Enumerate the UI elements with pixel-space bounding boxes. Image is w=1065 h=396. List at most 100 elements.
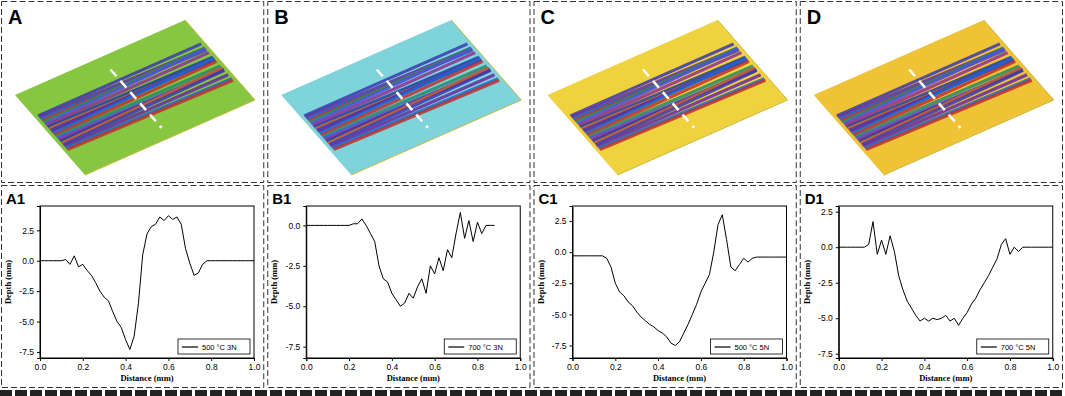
y-axis-line — [836, 207, 840, 359]
y-tick: -2.5 — [19, 286, 40, 296]
x-axis: 0.00.20.40.60.81.0 — [833, 358, 1059, 372]
y-tick: 0.0 — [555, 247, 573, 257]
wear-track-stripe — [332, 79, 498, 148]
x-tick-mark — [392, 358, 393, 361]
y-tick-mark — [37, 261, 40, 262]
x-tick-label: 0.4 — [386, 362, 398, 372]
y-tick-mark — [303, 225, 306, 226]
y-tick-label: -5.0 — [286, 301, 301, 311]
x-tick-label: 0.8 — [472, 362, 484, 372]
y-tick-mark — [303, 306, 306, 307]
y-axis-title: Depth (mm) — [3, 260, 13, 304]
x-tick-mark — [349, 358, 350, 361]
panel-border — [800, 186, 1062, 388]
y-tick: 2.5 — [821, 207, 839, 217]
wear-track-stripe — [63, 70, 224, 144]
y-tick-mark — [570, 221, 573, 222]
panel-label: A — [8, 6, 22, 28]
wear-track-stripe — [331, 75, 495, 147]
x-tick: 0.4 — [120, 358, 132, 372]
y-tick-mark — [303, 347, 306, 348]
legend-swatch — [715, 346, 731, 347]
legend-swatch — [182, 346, 198, 347]
wear-track-stripe — [863, 75, 1027, 147]
x-tick-label: 0.8 — [206, 362, 218, 372]
x-tick-label: 1.0 — [249, 362, 261, 372]
profile-line — [573, 215, 787, 346]
y-tick: -2.5 — [286, 261, 307, 271]
panel-label: D1 — [805, 190, 824, 207]
x-tick-mark — [126, 358, 127, 361]
x-tick-label: 0.6 — [429, 362, 441, 372]
legend: 500 °C 3N — [178, 339, 250, 354]
y-tick-mark — [37, 291, 40, 292]
wear-track-stripe — [862, 70, 1023, 144]
y-tick-label: -2.5 — [286, 261, 301, 271]
profile-line — [40, 216, 254, 350]
y-axis: -7.5-5.0-2.50.02.5 — [19, 207, 40, 359]
x-tick: 0.0 — [567, 358, 579, 372]
x-tick-mark — [254, 358, 255, 361]
x-tick-label: 0.2 — [876, 362, 888, 372]
y-tick-label: -2.5 — [552, 278, 567, 288]
panel-label: A1 — [6, 190, 25, 207]
y-tick-mark — [570, 314, 573, 315]
x-tick: 0.0 — [35, 358, 47, 372]
y-axis-line — [570, 207, 574, 359]
x-axis-title: Distance (mm) — [919, 373, 972, 383]
surface-plane — [15, 20, 255, 175]
plot-area — [40, 216, 254, 350]
plot-area — [306, 212, 494, 306]
x-tick-label: 0.0 — [833, 362, 845, 372]
y-tick-label: 0.0 — [821, 242, 833, 252]
x-tick-label: 0.4 — [653, 362, 665, 372]
x-tick-label: 1.0 — [1047, 362, 1059, 372]
panel-border — [268, 186, 530, 388]
x-tick: 0.2 — [344, 358, 356, 372]
x-axis-title: Distance (mm) — [653, 373, 706, 383]
y-tick-label: 0.0 — [555, 247, 567, 257]
surface-panel: D — [800, 2, 1062, 183]
x-tick: 0.2 — [610, 358, 622, 372]
surface-plane — [281, 20, 521, 175]
x-tick: 1.0 — [781, 358, 793, 372]
y-tick: -7.5 — [818, 349, 839, 359]
plot-frame — [306, 206, 520, 358]
profile-chart: 0.00.20.40.60.81.0-7.5-5.0-2.50.02.5Dept… — [534, 186, 796, 388]
profile-line — [306, 212, 494, 306]
wear-track-stripe — [597, 75, 761, 147]
wear-track-stripe — [328, 68, 489, 143]
panel-label: B1 — [272, 190, 291, 207]
x-tick: 0.6 — [163, 358, 175, 372]
wear-track-stripe — [861, 68, 1022, 143]
section-line — [111, 70, 162, 128]
y-tick-label: 2.5 — [22, 226, 34, 236]
y-tick: -5.0 — [286, 301, 307, 311]
y-axis: -7.5-5.0-2.50.0 — [286, 207, 307, 359]
legend: 500 °C 5N — [711, 339, 783, 354]
x-axis: 0.00.20.40.60.81.0 — [35, 358, 261, 372]
x-axis-line — [41, 359, 255, 362]
x-tick: 0.6 — [695, 358, 707, 372]
surface-edge — [351, 20, 521, 175]
panel-border — [534, 186, 796, 388]
x-tick: 0.6 — [429, 358, 441, 372]
x-tick: 0.8 — [1005, 358, 1017, 372]
y-tick: -7.5 — [19, 347, 40, 357]
x-tick-mark — [615, 358, 616, 361]
y-tick-mark — [570, 346, 573, 347]
x-tick-mark — [435, 358, 436, 361]
y-tick-mark — [303, 266, 306, 267]
x-tick-mark — [1053, 358, 1054, 361]
section-line — [377, 70, 428, 128]
legend-label: 500 °C 3N — [202, 343, 237, 352]
x-tick-label: 0.2 — [610, 362, 622, 372]
legend: 700 °C 5N — [977, 339, 1049, 354]
wear-track-stripe — [594, 68, 755, 143]
legend-box — [178, 339, 250, 354]
surface-edge — [884, 20, 1054, 175]
y-tick: -5.0 — [19, 317, 40, 327]
legend-box — [711, 339, 783, 354]
plot-frame — [573, 206, 787, 358]
y-tick-mark — [570, 252, 573, 253]
